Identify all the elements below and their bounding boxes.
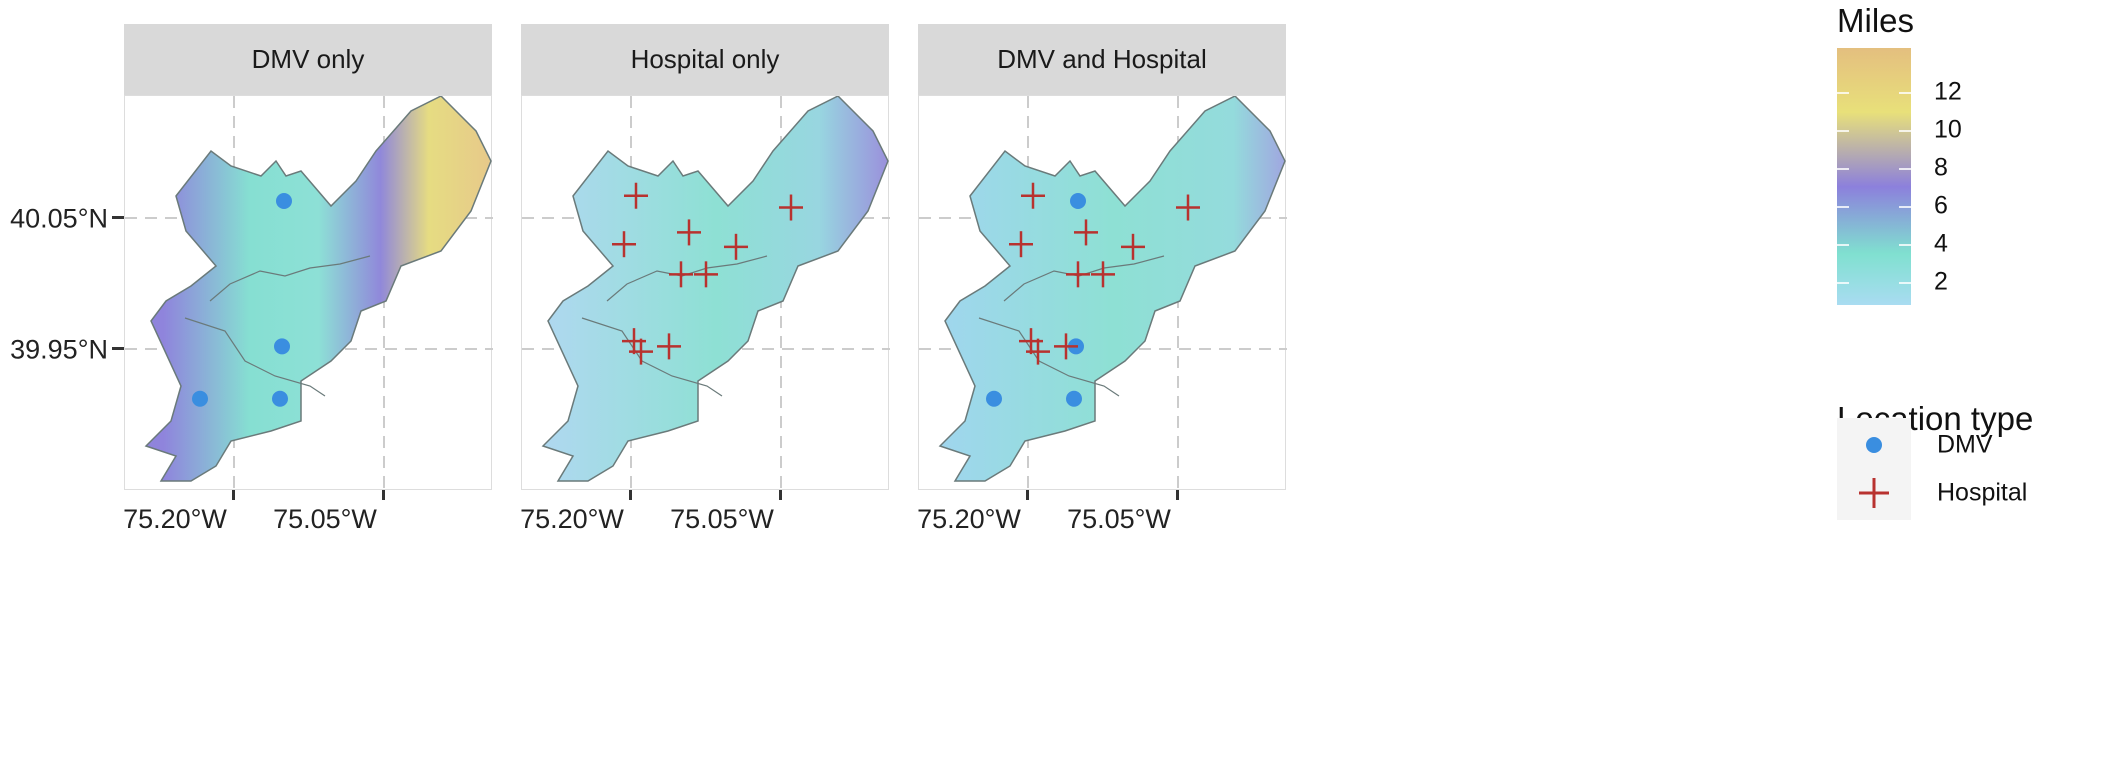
district-boundary	[184, 317, 326, 397]
hospital-point	[1009, 231, 1033, 258]
facet-strip: DMV only	[124, 24, 492, 95]
district-boundary	[978, 317, 1120, 397]
dmv-point	[272, 390, 288, 407]
hospital-point	[677, 219, 701, 246]
x-tick-label: 75.20°W	[917, 504, 1021, 534]
dmv-point	[192, 390, 208, 407]
city-region	[938, 96, 1286, 482]
y-tick	[112, 216, 124, 219]
y-tick-label: 39.95°N	[10, 334, 108, 365]
x-tick-label: 75.05°W	[670, 504, 774, 534]
x-tick	[1026, 490, 1029, 500]
hospital-point	[1026, 338, 1050, 365]
hospital-point	[1176, 194, 1200, 221]
facet-strip: Hospital only	[521, 24, 889, 95]
x-tick	[629, 490, 632, 500]
x-tick	[1176, 490, 1179, 500]
y-tick-label: 40.05°N	[10, 203, 108, 234]
hospital-point	[624, 182, 648, 209]
legend-label-dmv: DMV	[1937, 430, 1993, 459]
hospital-point	[694, 261, 718, 288]
x-tick	[779, 490, 782, 500]
colorbar-title: Miles	[1837, 2, 1915, 39]
colorbar-tick	[1837, 244, 1849, 247]
x-tick-label: 75.20°W	[520, 504, 624, 534]
hospital-point	[1074, 219, 1098, 246]
dmv-point	[1070, 192, 1086, 209]
colorbar-tick	[1837, 282, 1849, 285]
colorbar-tick	[1899, 167, 1911, 170]
x-tick	[232, 490, 235, 500]
map-panel	[521, 95, 890, 491]
colorbar-tick	[1899, 91, 1911, 94]
colorbar-tick-label: 8	[1934, 153, 1948, 182]
city-region	[144, 96, 492, 482]
district-boundary	[209, 255, 371, 302]
colorbar-tick	[1837, 167, 1849, 170]
map-panel	[918, 95, 1287, 491]
y-tick	[112, 347, 124, 350]
dmv-point	[986, 390, 1002, 407]
hospital-point	[1054, 333, 1078, 360]
hospital-point	[669, 261, 693, 288]
x-tick	[382, 490, 385, 500]
x-tick-label: 75.05°W	[273, 504, 377, 534]
colorbar-tick	[1899, 244, 1911, 247]
hospital-point	[629, 338, 653, 365]
hospital-point	[657, 333, 681, 360]
hospital-point	[612, 231, 636, 258]
hospital-point	[779, 194, 803, 221]
colorbar-tick-label: 2	[1934, 267, 1948, 296]
dmv-point	[274, 338, 290, 355]
colorbar	[1837, 48, 1911, 305]
legend-hospital-cross-icon	[1859, 478, 1889, 508]
hospital-point	[1121, 233, 1145, 260]
district-boundary	[581, 317, 723, 397]
location-legend-keys	[1837, 418, 1911, 520]
legend-dmv-dot-icon	[1866, 437, 1882, 453]
colorbar-tick	[1899, 129, 1911, 132]
x-tick-label: 75.05°W	[1067, 504, 1171, 534]
legend-label-hospital: Hospital	[1937, 478, 2028, 507]
x-tick-label: 75.20°W	[123, 504, 227, 534]
colorbar-tick	[1899, 206, 1911, 208]
colorbar-tick-label: 4	[1934, 229, 1948, 258]
colorbar-tick-label: 12	[1934, 77, 1962, 106]
colorbar-tick	[1837, 206, 1849, 208]
colorbar-tick	[1837, 129, 1849, 132]
colorbar-tick-label: 10	[1934, 115, 1962, 144]
dmv-point	[276, 192, 292, 209]
colorbar-tick	[1837, 91, 1849, 94]
hospital-point	[1091, 261, 1115, 288]
hospital-point	[724, 233, 748, 260]
facet-strip: DMV and Hospital	[918, 24, 1286, 95]
dmv-point	[1066, 390, 1082, 407]
map-panel	[124, 95, 493, 491]
hospital-point	[1021, 182, 1045, 209]
colorbar-tick	[1899, 282, 1911, 285]
city-region	[541, 96, 889, 482]
colorbar-tick-label: 6	[1934, 191, 1948, 220]
hospital-point	[1066, 261, 1090, 288]
